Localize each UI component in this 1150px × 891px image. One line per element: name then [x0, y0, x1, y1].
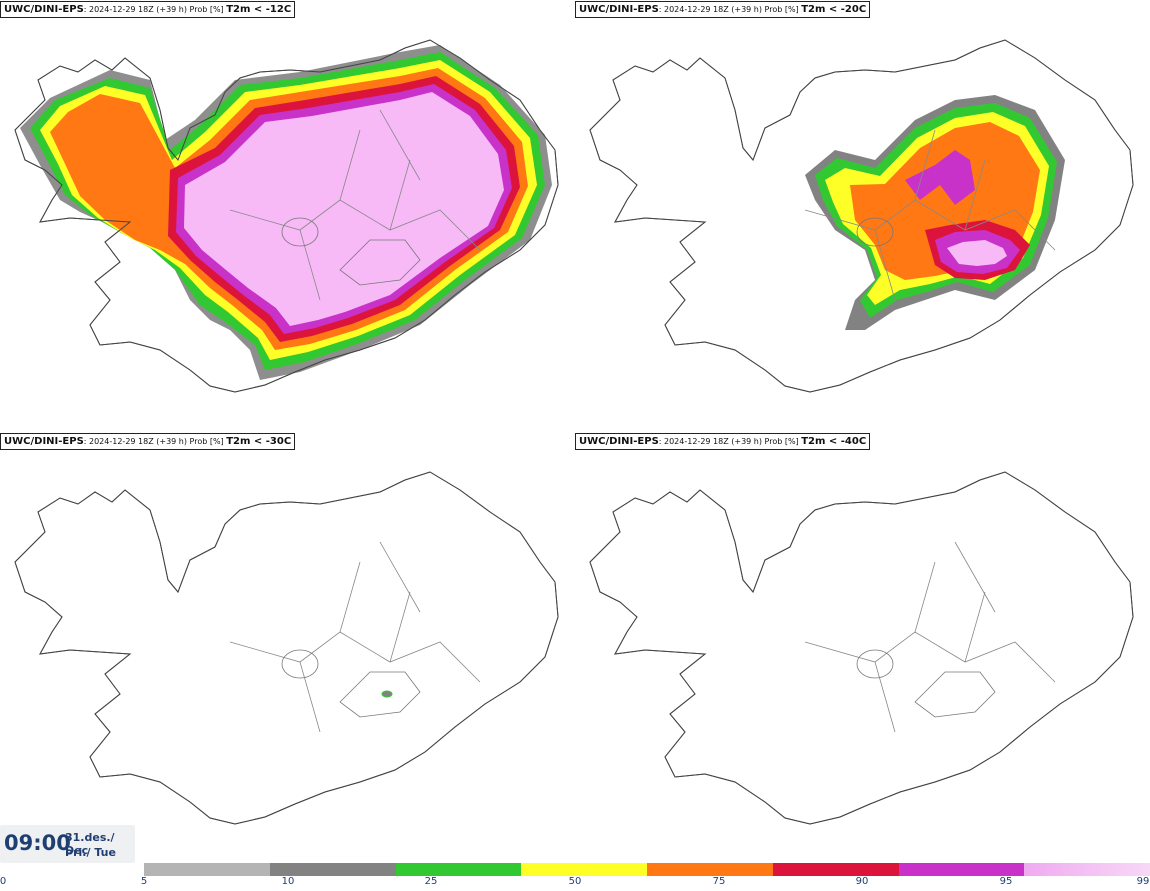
- legend-color-segment: [521, 863, 647, 876]
- valid-time-box: 09:00 31.des./ Dec Þri./ Tue: [0, 825, 135, 863]
- panel-header: UWC/DINI-EPS: 2024-12-29 18Z (+39 h) Pro…: [0, 1, 296, 18]
- legend-color-segment: [1024, 863, 1150, 876]
- map-panel-t2m-minus-12: UWC/DINI-EPS: 2024-12-29 18Z (+39 h) Pro…: [0, 0, 575, 432]
- map-panel-t2m-minus-30: UWC/DINI-EPS: 2024-12-29 18Z (+39 h) Pro…: [0, 432, 575, 864]
- legend-color-segment: [395, 863, 522, 876]
- model-source-label: UWC/DINI-EPS: [579, 436, 659, 447]
- run-info-label: : 2024-12-29 18Z (+39 h) Prob [%]: [83, 5, 227, 14]
- legend-color-segment: [647, 863, 773, 876]
- panel-header: UWC/DINI-EPS: 2024-12-29 18Z (+39 h) Pro…: [575, 433, 871, 450]
- panel-header: UWC/DINI-EPS: 2024-12-29 18Z (+39 h) Pro…: [575, 1, 871, 18]
- valid-weekday: Þri./ Tue: [65, 846, 116, 859]
- threshold-label: T2m < -20C: [801, 4, 867, 15]
- run-info-label: : 2024-12-29 18Z (+39 h) Prob [%]: [658, 437, 802, 446]
- legend-tick-label: 90: [855, 876, 869, 887]
- legend-tick-label: 0: [0, 876, 7, 887]
- legend-tick-label: 95: [999, 876, 1013, 887]
- iceland-probability-map: [589, 39, 1134, 393]
- legend-tick-label: 50: [568, 876, 582, 887]
- model-source-label: UWC/DINI-EPS: [4, 4, 84, 15]
- valid-time: 09:00: [4, 831, 71, 855]
- legend-tick-label: 10: [281, 876, 295, 887]
- map-panel-t2m-minus-20: UWC/DINI-EPS: 2024-12-29 18Z (+39 h) Pro…: [575, 0, 1150, 432]
- iceland-probability-map: [14, 39, 559, 393]
- legend-tick-label: 99: [1136, 876, 1150, 887]
- legend-color-segment: [898, 863, 1025, 876]
- threshold-label: T2m < -30C: [226, 436, 292, 447]
- legend-tick-label: 5: [140, 876, 148, 887]
- legend-tick-label: 75: [712, 876, 726, 887]
- probability-color-legend: [144, 863, 1150, 876]
- legend-tick-label: 25: [424, 876, 438, 887]
- legend-color-segment: [772, 863, 899, 876]
- model-source-label: UWC/DINI-EPS: [579, 4, 659, 15]
- run-info-label: : 2024-12-29 18Z (+39 h) Prob [%]: [658, 5, 802, 14]
- map-panel-t2m-minus-40: UWC/DINI-EPS: 2024-12-29 18Z (+39 h) Pro…: [575, 432, 1150, 864]
- threshold-label: T2m < -12C: [226, 4, 292, 15]
- legend-color-segment: [144, 863, 270, 876]
- threshold-label: T2m < -40C: [801, 436, 867, 447]
- run-info-label: : 2024-12-29 18Z (+39 h) Prob [%]: [83, 437, 227, 446]
- legend-color-segment: [269, 863, 396, 876]
- valid-date: 31.des./ Dec: [65, 831, 115, 857]
- panel-header: UWC/DINI-EPS: 2024-12-29 18Z (+39 h) Pro…: [0, 433, 296, 450]
- iceland-probability-map: [14, 471, 559, 825]
- iceland-probability-map: [589, 471, 1134, 825]
- model-source-label: UWC/DINI-EPS: [4, 436, 84, 447]
